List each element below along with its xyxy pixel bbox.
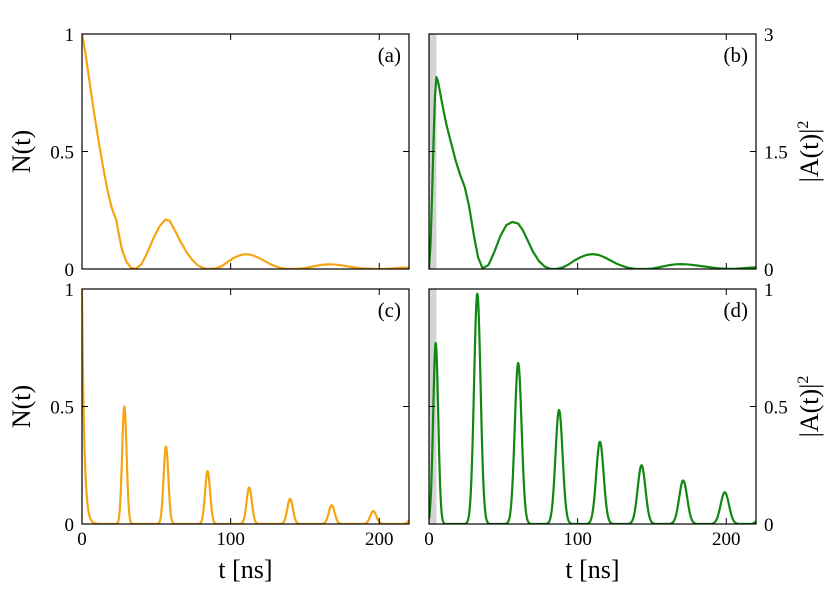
x-axis-label: t [ns] <box>218 555 272 584</box>
y-tick-label: 1.5 <box>764 143 788 164</box>
x-tick-label: 100 <box>563 529 592 550</box>
x-tick-label: 0 <box>424 529 434 550</box>
y-axis-label: |A(t)|2 <box>795 376 824 438</box>
y-tick-label: 3 <box>764 25 774 46</box>
panel-b: 0 1.5 3 (b) |A(t)|2 <box>428 25 824 281</box>
panel-label: (c) <box>378 298 401 322</box>
panel-label: (b) <box>724 43 749 67</box>
x-tick-label: 200 <box>712 529 741 550</box>
y-tick-label: 1 <box>65 280 75 301</box>
series-line <box>429 75 756 269</box>
y-tick-label: 1 <box>65 25 75 46</box>
panel-a: 0 0.5 1 (a) N(t) <box>7 25 410 281</box>
series-line <box>429 292 756 524</box>
y-tick-label: 1 <box>764 280 774 301</box>
y-tick-label: 0 <box>764 515 774 536</box>
y-tick-label: 0 <box>764 260 774 281</box>
panel-c: 0 100 200 0 0.5 1 (c) N(t) t [ns] <box>7 280 410 584</box>
plot-frame <box>81 33 410 270</box>
x-tick-label: 0 <box>77 529 87 550</box>
y-axis-label: N(t) <box>7 130 36 173</box>
series-line <box>82 34 409 269</box>
y-tick-label: 0.5 <box>764 398 788 419</box>
x-axis-label: t [ns] <box>565 555 619 584</box>
y-axis-label: N(t) <box>7 385 36 428</box>
series-line <box>82 289 409 524</box>
y-tick-label: 0.5 <box>50 398 74 419</box>
panel-d: 0 100 200 0 0.5 1 (d) |A(t)|2 t [ns] <box>424 280 824 584</box>
y-tick-label: 0 <box>65 260 75 281</box>
panel-label: (a) <box>378 43 401 67</box>
y-axis-label: |A(t)|2 <box>795 121 824 183</box>
x-tick-label: 200 <box>365 529 394 550</box>
y-tick-label: 0 <box>65 515 75 536</box>
plot-frame <box>81 288 410 525</box>
panel-label: (d) <box>724 298 749 322</box>
y-tick-label: 0.5 <box>50 143 74 164</box>
plot-frame <box>428 33 757 270</box>
x-tick-label: 100 <box>216 529 245 550</box>
